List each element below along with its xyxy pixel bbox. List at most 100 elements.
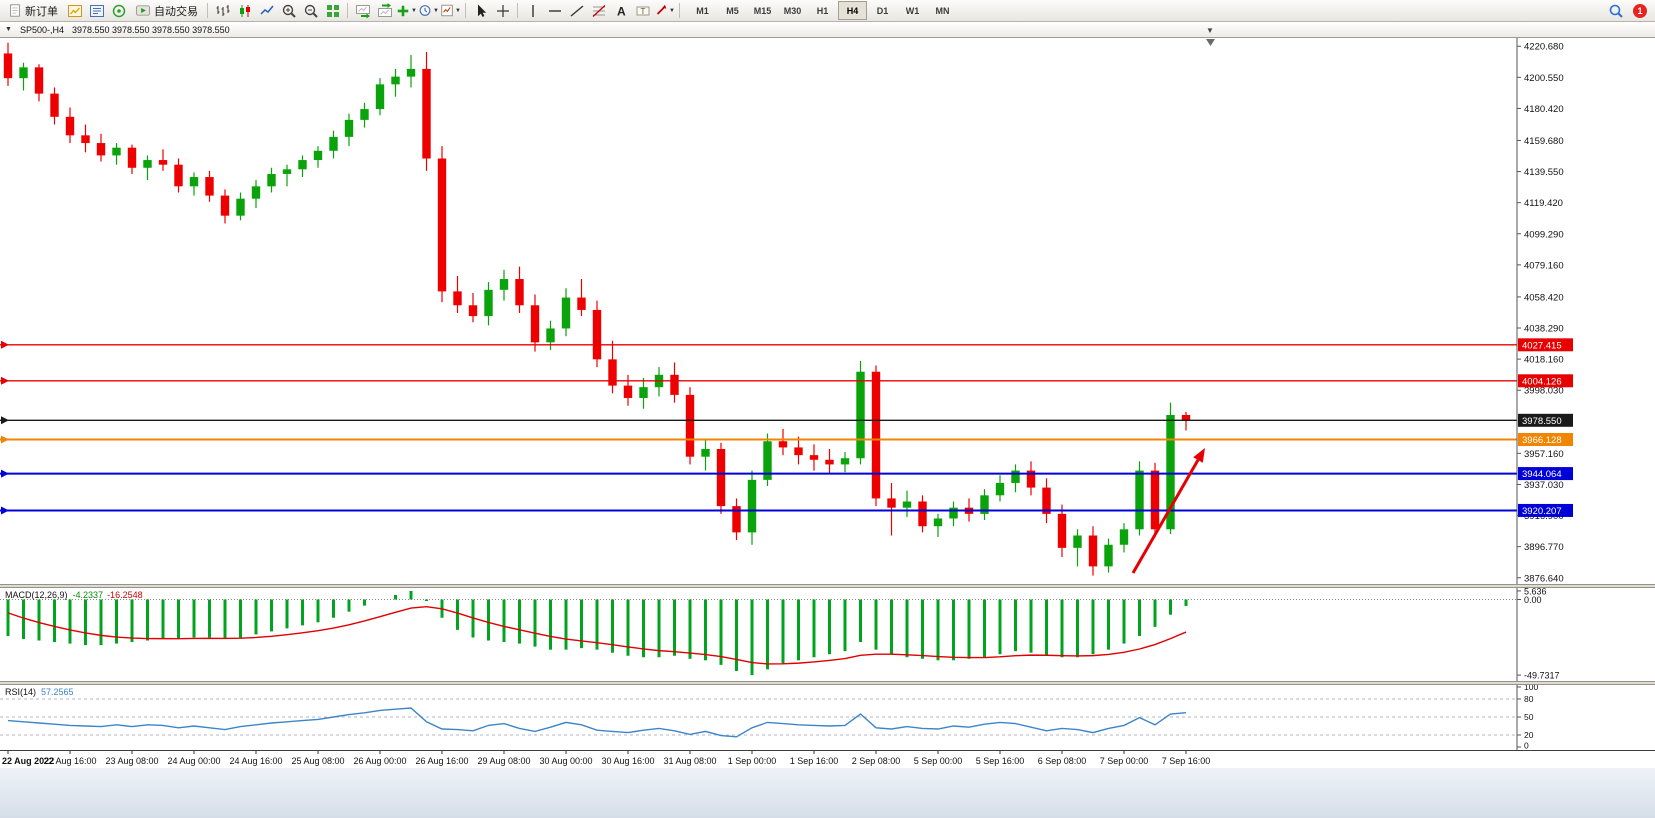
svg-text:3978.550: 3978.550 — [1522, 416, 1562, 427]
svg-text:50: 50 — [1524, 712, 1534, 722]
toolbar: 新订单 自动交易 ▼ ▼ ▼ A T ▼ M1 M5 M15 M30 H1 H — [0, 0, 1655, 22]
time-axis-label: 24 Aug 00:00 — [167, 756, 220, 766]
new-order-icon — [10, 4, 20, 17]
svg-text:4180.420: 4180.420 — [1524, 104, 1564, 115]
rsi-chart[interactable]: 100 80 50 200 — [0, 685, 1655, 750]
notification-badge[interactable]: 1 — [1633, 3, 1647, 18]
timeframe-button-w1[interactable]: W1 — [905, 5, 920, 16]
rsi-value: 57.2565 — [41, 687, 74, 697]
chart-ohlc-values: 3978.550 3978.550 3978.550 3978.550 — [71, 24, 230, 35]
arrows-tool-icon[interactable]: ▼ — [654, 1, 675, 20]
chart-caption-bar: ▼ SP500-,H4 3978.550 3978.550 3978.550 3… — [0, 22, 1655, 38]
auto-scroll-icon[interactable] — [352, 1, 373, 20]
autotrading-button[interactable]: 自动交易 — [130, 1, 203, 20]
market-watch-icon[interactable] — [86, 1, 107, 20]
bar-chart-icon[interactable] — [212, 1, 233, 20]
macd-panel[interactable]: 5.636 0.00 -49.7317 — [0, 588, 1655, 681]
chart-shift-marker[interactable]: ▼ — [1206, 26, 1214, 35]
svg-text:3920.207: 3920.207 — [1522, 506, 1562, 517]
vertical-line-icon[interactable] — [522, 1, 543, 20]
svg-text:100: 100 — [1524, 685, 1538, 692]
fibonacci-icon[interactable] — [588, 1, 609, 20]
macd-signal-line — [7, 605, 1187, 665]
toolbar-separator — [207, 3, 208, 18]
timeframe-button-m30[interactable]: M30 — [783, 5, 802, 16]
time-axis-label: 2 Sep 08:00 — [852, 756, 901, 766]
candlestick-icon[interactable] — [234, 1, 255, 20]
svg-text:T: T — [640, 6, 645, 15]
shift-position-marker — [1206, 39, 1215, 46]
svg-text:4139.550: 4139.550 — [1524, 167, 1564, 178]
rsi-axis: 100 80 50 200 — [1516, 685, 1538, 750]
rsi-panel[interactable]: 100 80 50 20 0 — [0, 685, 1655, 750]
timeframe-button-m15[interactable]: M15 — [753, 5, 772, 16]
collapse-arrow-icon[interactable]: ▼ — [5, 26, 12, 33]
macd-signal-value: -16.2548 — [107, 590, 143, 600]
chevron-down-icon: ▼ — [455, 7, 461, 14]
timeframe-button-m1[interactable]: M1 — [696, 5, 709, 16]
time-axis-label: 31 Aug 08:00 — [663, 756, 716, 766]
toolbar-separator — [347, 3, 348, 18]
macd-label: MACD(12,26,9) -4.2337 -16.2548 — [5, 590, 143, 600]
svg-text:3937.030: 3937.030 — [1524, 480, 1564, 491]
line-chart-icon[interactable] — [256, 1, 277, 20]
svg-text:A: A — [617, 4, 626, 18]
time-axis-label: 24 Aug 16:00 — [229, 756, 282, 766]
time-axis-label: 26 Aug 00:00 — [353, 756, 406, 766]
time-axis-label: 1 Sep 00:00 — [728, 756, 777, 766]
cursor-icon[interactable] — [470, 1, 491, 20]
timeframe-button-h4[interactable]: H4 — [838, 1, 867, 20]
time-axis-label: 30 Aug 16:00 — [601, 756, 654, 766]
time-axis-label: 7 Sep 16:00 — [1162, 756, 1211, 766]
indicators-icon[interactable]: ▼ — [396, 1, 417, 20]
timeframe-button-mn[interactable]: MN — [935, 5, 950, 16]
zoom-out-icon[interactable] — [300, 1, 321, 20]
time-axis-label: 1 Sep 16:00 — [790, 756, 839, 766]
svg-text:3876.640: 3876.640 — [1524, 573, 1564, 584]
periods-icon[interactable]: ▼ — [418, 1, 439, 20]
svg-text:20: 20 — [1524, 730, 1534, 740]
svg-text:4119.420: 4119.420 — [1524, 198, 1563, 209]
svg-text:4038.290: 4038.290 — [1524, 324, 1564, 335]
time-axis[interactable]: 22 Aug 2022 22 Aug 16:00 23 Aug 08:00 24 Au… — [0, 750, 1655, 768]
timeframe-button-m5[interactable]: M5 — [726, 5, 739, 16]
svg-text:0.00: 0.00 — [1524, 595, 1542, 605]
price-axis: 4220.680 4200.550 4180.420 4159.680 4139.550… — [1516, 38, 1573, 584]
text-tool-icon[interactable]: A — [610, 1, 631, 20]
candles — [3, 42, 1191, 576]
chart-shift-icon[interactable] — [374, 1, 395, 20]
templates-icon[interactable]: ▼ — [440, 1, 461, 20]
svg-text:4200.550: 4200.550 — [1524, 73, 1564, 84]
svg-text:80: 80 — [1524, 694, 1534, 704]
annotation-arrow — [1131, 448, 1205, 574]
new-order-button[interactable]: 新订单 — [3, 1, 63, 20]
toolbar-separator — [465, 3, 466, 18]
navigator-icon[interactable] — [108, 1, 129, 20]
chevron-down-icon: ▼ — [411, 7, 417, 14]
zoom-in-icon[interactable] — [278, 1, 299, 20]
label-tool-icon[interactable]: T — [632, 1, 653, 20]
time-axis-label: 5 Sep 16:00 — [976, 756, 1025, 766]
new-order-label: 新订单 — [25, 5, 58, 18]
price-chart[interactable]: 4220.680 4200.550 4180.420 4159.680 4139.550… — [0, 38, 1655, 584]
search-icon[interactable] — [1605, 1, 1626, 20]
svg-text:3957.160: 3957.160 — [1524, 449, 1564, 460]
crosshair-icon[interactable] — [492, 1, 513, 20]
toolbar-separator — [517, 3, 518, 18]
trendline-icon[interactable] — [566, 1, 587, 20]
svg-text:4220.680: 4220.680 — [1524, 42, 1564, 53]
timeframe-button-h1[interactable]: H1 — [816, 5, 829, 16]
main-chart-panel[interactable]: 4220.680 4200.550 4180.420 4159.680 4139.550… — [0, 38, 1655, 584]
panel-splitter[interactable] — [0, 584, 1655, 588]
time-axis-label: 22 Aug 16:00 — [43, 756, 96, 766]
panel-splitter[interactable] — [0, 681, 1655, 685]
timeframe-button-d1[interactable]: D1 — [876, 5, 889, 16]
chart-window-icon[interactable] — [64, 1, 85, 20]
svg-text:4027.415: 4027.415 — [1522, 340, 1562, 351]
macd-name: MACD(12,26,9) — [5, 590, 68, 600]
svg-text:-49.7317: -49.7317 — [1524, 671, 1560, 681]
horizontal-line-icon[interactable] — [544, 1, 565, 20]
tile-windows-icon[interactable] — [322, 1, 343, 20]
